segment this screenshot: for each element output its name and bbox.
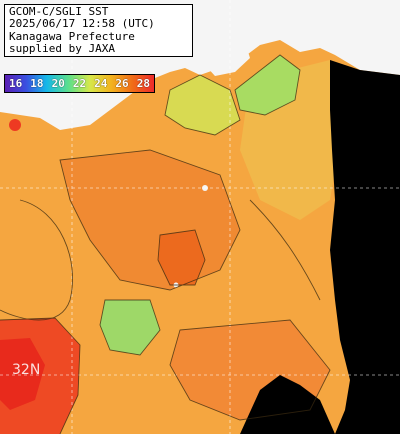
ocean-cold-patch [100,300,160,355]
isotherm-contours [0,54,331,434]
hot-spot [9,119,21,131]
legend-value: 28 [136,77,150,90]
ocean-warm-core [158,230,205,285]
header-line-4: supplied by JAXA [9,42,115,56]
legend-value: 24 [94,77,108,90]
lat-label-32n: 32N [12,362,41,378]
header-line-2: 2025/06/17 12:58 (UTC) [9,17,155,31]
nodata-east [330,60,400,434]
legend-value: 18 [30,77,44,90]
legend-value: 26 [115,77,129,90]
nodata-southeast [240,375,335,434]
header-line-1: GCOM-C/SGLI SST [9,5,109,18]
info-box: GCOM-C/SGLI SST 2025/06/17 12:58 (UTC) K… [4,4,193,57]
legend-value: 16 [9,77,23,90]
header-line-3: Kanagawa Prefecture [9,29,135,43]
ocean-hot-core [0,338,45,410]
ocean-cool-bay [165,75,240,135]
ocean-cold-bay [235,55,300,115]
land-peninsula [205,42,250,76]
color-legend: 16 18 20 22 24 26 28 [4,74,155,93]
legend-value: 20 [51,77,65,90]
legend-value: 22 [72,77,87,90]
